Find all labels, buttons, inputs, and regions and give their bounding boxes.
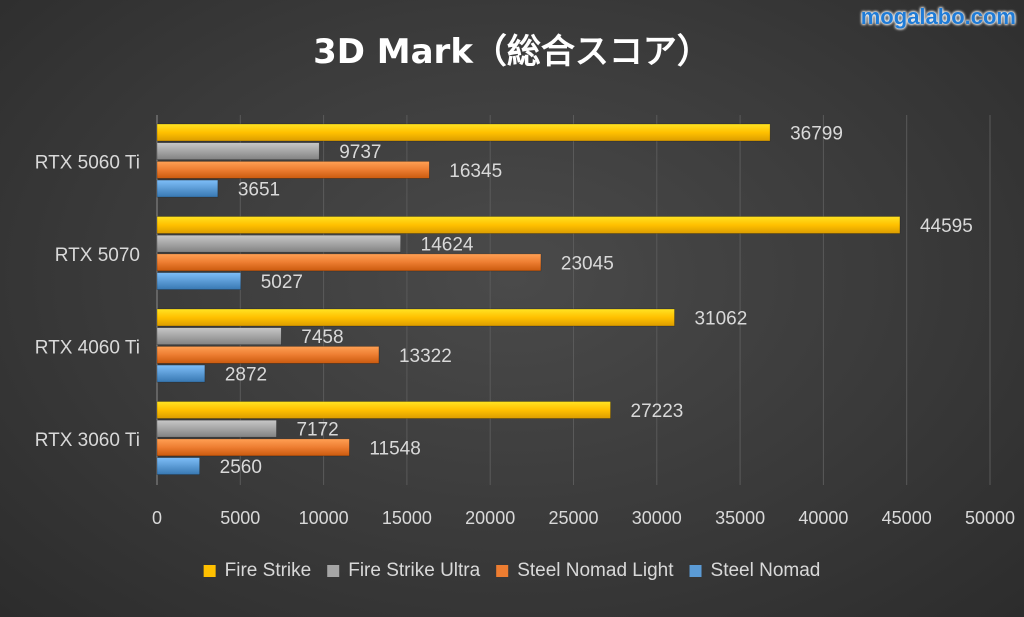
- category-labels: RTX 5060 Ti RTX 5070 RTX 4060 Ti RTX 3060 T…: [35, 152, 140, 451]
- data-label: 5027: [261, 272, 303, 293]
- legend: Fire Strike Fire Strike Ultra Steel Nomad …: [203, 560, 821, 581]
- bar: [156, 419, 277, 438]
- data-label: 14624: [421, 235, 474, 256]
- data-label: 11548: [369, 438, 420, 459]
- x-tick-label: 10000: [299, 508, 349, 528]
- bar: [156, 438, 350, 457]
- bar: [156, 327, 282, 346]
- x-tick-label: 5000: [220, 508, 260, 528]
- legend-swatch: [689, 565, 702, 577]
- chart-title: 3D Mark（総合スコア）: [313, 32, 711, 72]
- legend-label: Steel Nomad: [711, 560, 821, 581]
- x-tick-label: 0: [152, 508, 162, 528]
- data-label: 23045: [561, 253, 614, 274]
- bar: [156, 234, 401, 253]
- category-label: RTX 3060 Ti: [35, 430, 140, 451]
- data-label: 2872: [225, 365, 267, 386]
- legend-swatch: [203, 565, 216, 577]
- x-axis-tick-labels: 0 5000 10000 15000 20000 25000 30000 35000 40000…: [152, 508, 1015, 528]
- x-tick-label: 45000: [882, 508, 932, 528]
- legend-label: Steel Nomad Light: [517, 560, 674, 581]
- category-label: RTX 5060 Ti: [35, 152, 140, 173]
- x-tick-label: 25000: [548, 508, 598, 528]
- data-label: 16345: [449, 161, 502, 182]
- bars-group: 36799 9737 16345 3651 44595 14624 23045 5027 310…: [156, 123, 973, 478]
- legend-swatch: [496, 565, 509, 577]
- bar: [156, 308, 675, 327]
- bar: [156, 179, 219, 198]
- data-label: 27223: [631, 401, 684, 422]
- x-tick-label: 15000: [382, 508, 432, 528]
- bar: [156, 272, 242, 290]
- legend-label: Fire Strike Ultra: [348, 560, 480, 581]
- data-label: 7458: [301, 327, 343, 348]
- category-label: RTX 4060 Ti: [35, 337, 140, 358]
- bar: [156, 142, 320, 160]
- x-tick-label: 30000: [632, 508, 682, 528]
- data-label: 7172: [296, 420, 338, 441]
- data-label: 13322: [399, 346, 452, 367]
- data-label: 2560: [220, 457, 262, 478]
- legend-swatch: [327, 565, 340, 577]
- data-label: 3651: [238, 180, 280, 201]
- watermark-logo: mogalabo.com: [860, 4, 1016, 29]
- bar: [156, 253, 542, 272]
- bar: [156, 401, 611, 419]
- data-label: 9737: [339, 142, 381, 163]
- data-label: 36799: [790, 124, 843, 145]
- x-tick-label: 50000: [965, 508, 1015, 528]
- bar: [156, 123, 771, 142]
- data-label: 44595: [920, 216, 973, 237]
- bar: [156, 216, 901, 234]
- legend-label: Fire Strike: [225, 560, 312, 581]
- x-tick-label: 20000: [465, 508, 515, 528]
- bar: [156, 457, 200, 475]
- category-label: RTX 5070: [55, 245, 140, 266]
- bar: [156, 161, 430, 179]
- data-label: 31062: [694, 309, 747, 330]
- bar: [156, 346, 380, 364]
- bar: [156, 364, 206, 383]
- x-tick-label: 40000: [798, 508, 848, 528]
- x-tick-label: 35000: [715, 508, 765, 528]
